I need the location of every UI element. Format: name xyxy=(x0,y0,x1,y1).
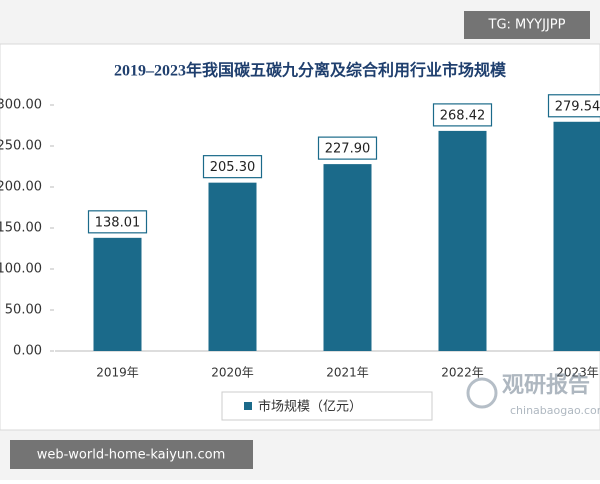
y-tick-label: 300.00 xyxy=(0,98,42,113)
watermark-site: chinabaogao.com xyxy=(510,404,600,417)
bar xyxy=(94,238,142,351)
bar xyxy=(324,164,372,351)
x-tick-label: 2021年 xyxy=(326,366,369,380)
y-tick-label: 200.00 xyxy=(0,180,42,195)
y-tick-label: 250.00 xyxy=(0,139,42,154)
y-tick-label: 100.00 xyxy=(0,262,42,277)
bar xyxy=(209,183,257,351)
y-tick-label: 0.00 xyxy=(13,344,42,359)
x-tick-label: 2019年 xyxy=(96,366,139,380)
bar xyxy=(554,122,600,351)
value-label: 279.54 xyxy=(555,99,600,114)
value-label: 227.90 xyxy=(325,142,371,157)
value-label: 138.01 xyxy=(95,215,141,230)
chart-title: 2019–2023年我国碳五碳九分离及综合利用行业市场规模 xyxy=(114,61,507,80)
url-text: web-world-home-kaiyun.com xyxy=(37,448,226,463)
bar xyxy=(439,131,487,351)
value-label: 268.42 xyxy=(440,108,486,123)
y-tick-label: 50.00 xyxy=(5,303,42,318)
x-tick-label: 2020年 xyxy=(211,366,254,380)
watermark-brand: 观研报告 xyxy=(502,373,590,398)
y-tick-label: 150.00 xyxy=(0,221,42,236)
tag-text: TG: MYYJJPP xyxy=(488,18,566,33)
x-tick-label: 2022年 xyxy=(441,366,484,380)
legend-label: 市场规模（亿元） xyxy=(258,399,362,415)
value-label: 205.30 xyxy=(210,160,256,175)
legend-swatch xyxy=(244,402,252,410)
